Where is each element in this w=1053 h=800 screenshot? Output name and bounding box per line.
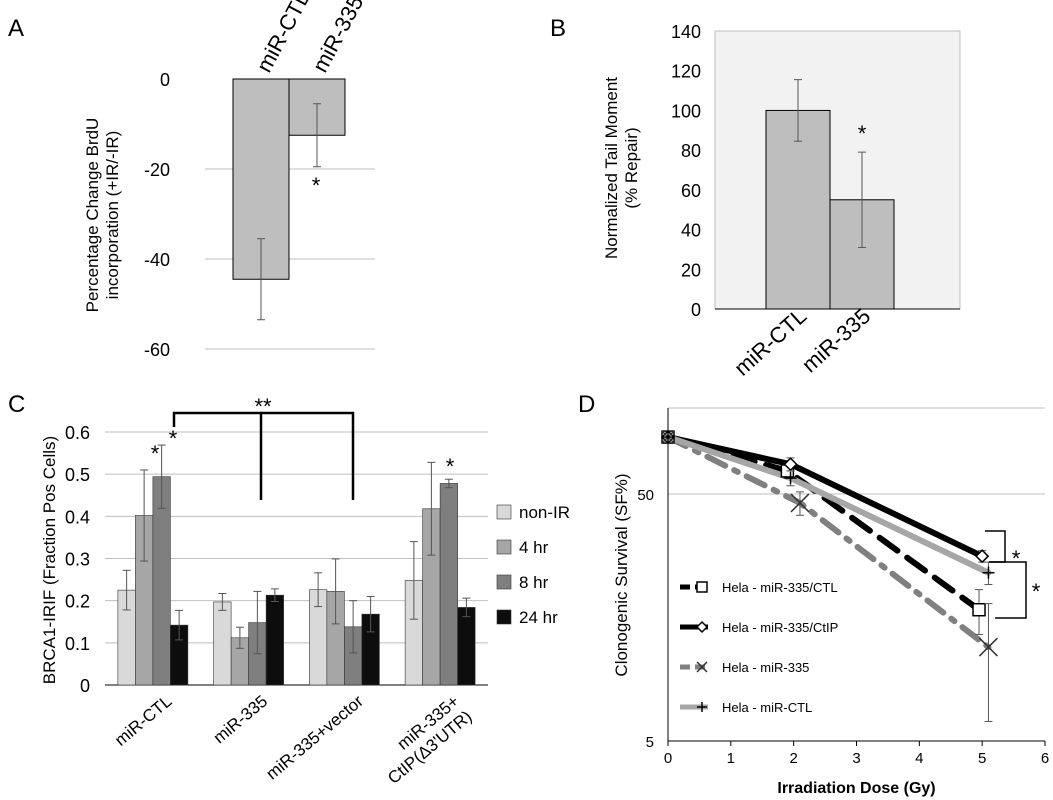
bar <box>439 483 458 686</box>
significance-star: * <box>151 441 160 466</box>
x-tick-label: miR-335 <box>210 692 271 748</box>
significance-bracket <box>172 411 355 500</box>
y-axis-label: Clonogenic Survival (SF%) <box>612 473 631 676</box>
legend-label: Hela - miR-335/CtIP <box>722 620 838 635</box>
x-tick-label: 2 <box>789 750 797 767</box>
x-tick-label: 3 <box>852 750 860 767</box>
y-tick-label: 120 <box>671 62 701 82</box>
x-tick-label: miR-CTL <box>111 692 175 750</box>
y-tick-label: 50 <box>637 487 654 504</box>
significance-bracket-label: ** <box>254 394 272 419</box>
y-axis-label: (% Repair) <box>622 127 641 208</box>
legend-label: 24 hr <box>519 608 558 627</box>
x-tick-label: miR-335+CtIP(Δ3'UTR) <box>371 691 475 787</box>
data-point-stroke <box>978 637 998 657</box>
bar <box>457 607 476 686</box>
x-tick-label: 1 <box>727 750 735 767</box>
x-tick-label: miR-CTL <box>729 303 811 380</box>
legend-swatch <box>496 539 512 555</box>
y-tick-label: 0 <box>80 676 90 696</box>
x-tick-label: miR-335+vector <box>262 691 367 783</box>
significance-star: * <box>169 426 178 451</box>
y-tick-label: 0 <box>691 300 701 320</box>
y-tick-label: 0.3 <box>65 550 90 570</box>
y-tick-label: 60 <box>681 181 701 201</box>
legend-label: Hela - miR-335 <box>722 660 809 675</box>
legend-label: Hela - miR-CTL <box>722 700 812 715</box>
data-point <box>975 549 990 564</box>
y-tick-label: 20 <box>681 260 701 280</box>
x-tick-label-line: miR-335 <box>210 692 271 748</box>
bar <box>265 594 284 686</box>
x-tick-label: miR-335 <box>797 303 876 377</box>
y-tick-label: 0.1 <box>65 634 90 654</box>
y-axis-label: Normalized Tail Moment <box>602 77 621 259</box>
y-tick-label: -20 <box>144 160 170 180</box>
bar <box>765 109 831 310</box>
data-point-stroke <box>790 493 810 513</box>
panel-label-a: A <box>8 15 24 42</box>
y-tick-label: 100 <box>671 101 701 121</box>
legend-swatch <box>496 574 512 590</box>
x-tick-label: 4 <box>915 750 923 767</box>
y-tick-label: 0 <box>160 70 170 90</box>
y-tick-label: 5 <box>646 734 654 751</box>
significance-bracket <box>989 561 1027 619</box>
significance-star: * <box>858 121 867 146</box>
significance-star: * <box>1032 579 1041 604</box>
y-tick-label: 140 <box>671 22 701 42</box>
y-tick-label: -60 <box>144 340 170 360</box>
panel-label-c: C <box>8 391 25 418</box>
y-tick-label: 0.6 <box>65 423 90 443</box>
legend-label: 8 hr <box>519 573 549 592</box>
bar <box>213 601 232 686</box>
legend-label: Hela - miR-335/CTL <box>722 580 838 595</box>
x-tick-label: 5 <box>978 750 986 767</box>
y-axis-label: incorporation (+IR/-IR) <box>103 131 122 300</box>
y-axis-label: BRCA1-IRIF (Fraction Pos Cells) <box>40 436 59 684</box>
x-tick-label: miR-335 <box>307 0 368 76</box>
x-tick-label-line: miR-335+vector <box>262 691 367 783</box>
panel-label-b: B <box>550 15 566 42</box>
legend-label: non-IR <box>519 503 570 522</box>
x-axis-label: Irradiation Dose (Gy) <box>777 780 935 797</box>
y-tick-label: 0.5 <box>65 465 90 485</box>
data-point <box>972 602 986 617</box>
y-tick-label: -40 <box>144 250 170 270</box>
chart-c: 00.10.20.30.40.50.6*****miR-CTL miR-335mi… <box>40 394 570 788</box>
y-tick-label: 0.4 <box>65 507 90 527</box>
x-tick-label-line: miR-CTL <box>111 692 175 750</box>
y-tick-label: 40 <box>681 221 701 241</box>
data-point <box>695 620 709 634</box>
data-point-stroke <box>696 661 708 673</box>
y-tick-label: 80 <box>681 141 701 161</box>
data-point <box>696 581 708 593</box>
y-axis-label: Percentage Change BrdU <box>83 118 102 313</box>
y-tick-label: 0.2 <box>65 592 90 612</box>
significance-star: * <box>446 454 455 479</box>
x-tick-label: 6 <box>1041 750 1049 767</box>
significance-star: * <box>1012 546 1021 571</box>
panel-label-d: D <box>578 391 595 418</box>
significance-star: * <box>312 173 321 198</box>
x-tick-label: 0 <box>664 750 672 767</box>
series-line <box>665 434 992 651</box>
legend-label: 4 hr <box>519 538 549 557</box>
legend-swatch <box>496 504 512 520</box>
legend-swatch <box>496 609 512 625</box>
x-tick-label: miR-CTL <box>251 0 314 76</box>
series-line <box>665 434 992 576</box>
data-point <box>783 457 798 472</box>
